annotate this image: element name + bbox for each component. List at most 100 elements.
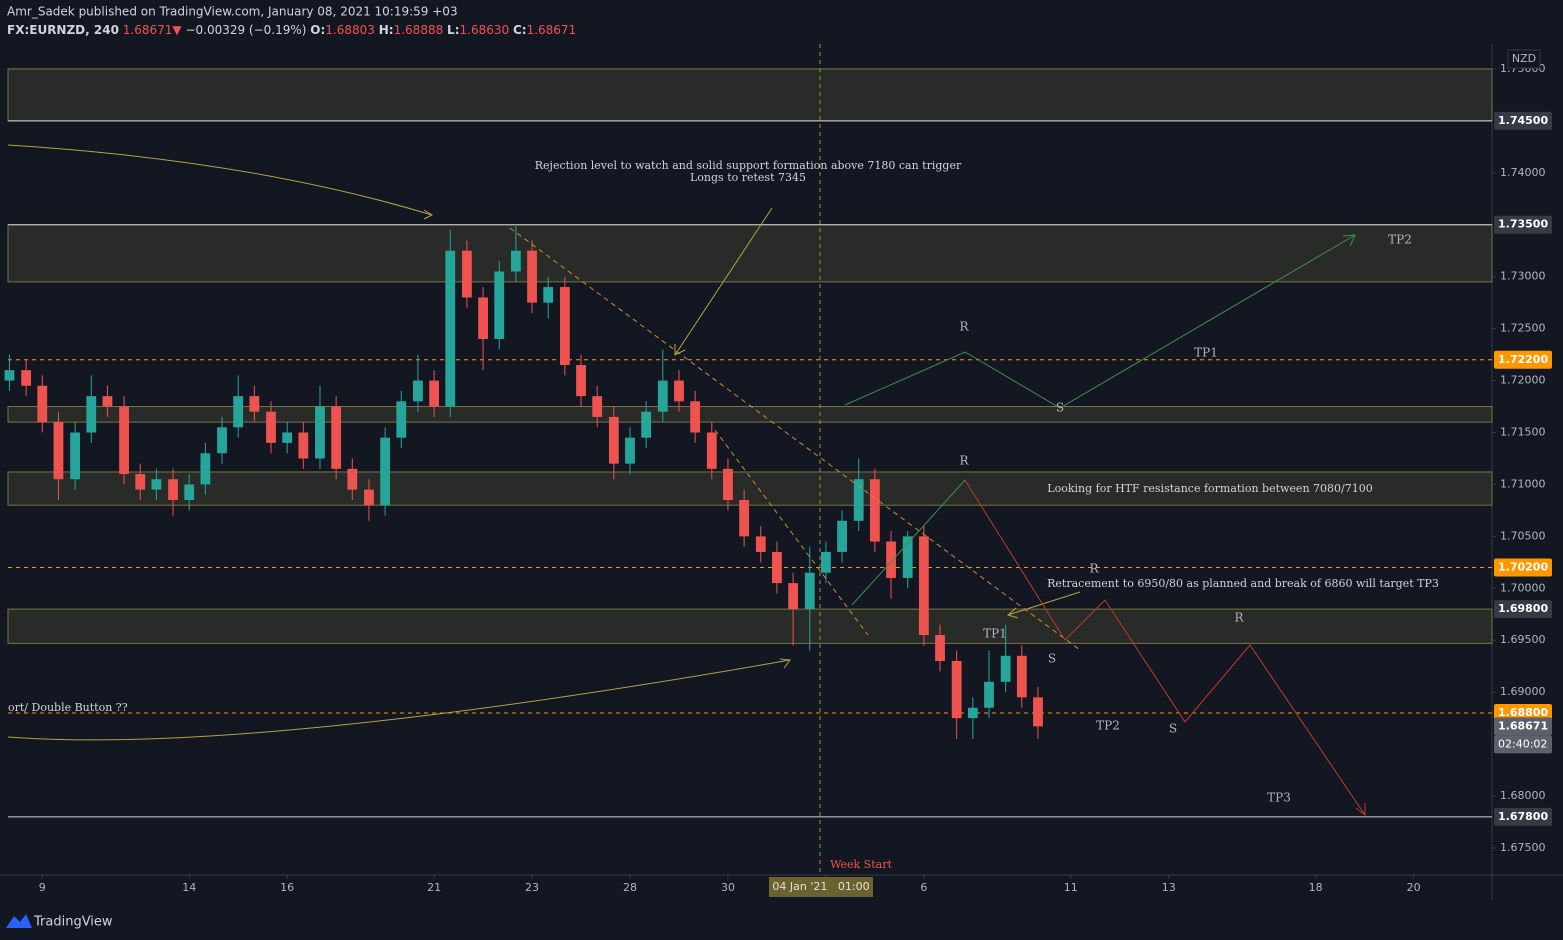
candle-body xyxy=(151,479,162,490)
candle-body xyxy=(543,287,554,303)
zone xyxy=(7,608,1493,644)
annotation: R xyxy=(959,454,969,468)
annotation: TP1 xyxy=(1194,346,1218,360)
curve-arrow xyxy=(7,659,791,741)
x-tick-label: 9 xyxy=(39,881,46,894)
currency: NZD xyxy=(1512,52,1536,65)
candle-body xyxy=(249,396,260,412)
arrow-head xyxy=(779,658,791,669)
y-tick-label: 1.69500 xyxy=(1500,633,1546,646)
candle-body xyxy=(837,520,847,552)
countdown: 02:40:02 xyxy=(1498,737,1547,750)
symbol-line: FX:EURNZD, 240 1.68671▼ −0.00329 (−0.19%… xyxy=(7,23,576,37)
candle-body xyxy=(4,370,15,381)
price-label: 1.72200 xyxy=(1498,353,1548,366)
o: 1.68803 xyxy=(325,23,375,37)
y-tick-label: 1.72500 xyxy=(1500,322,1546,335)
trendline xyxy=(509,227,1081,651)
candle-body xyxy=(657,380,668,412)
candle-body xyxy=(364,489,374,506)
y-tick-label: 1.71000 xyxy=(1500,477,1546,490)
zone xyxy=(7,471,1493,506)
candle-body xyxy=(886,541,896,578)
l-label: L: xyxy=(447,23,459,37)
candle-body xyxy=(576,364,586,397)
candle-body xyxy=(413,380,423,402)
price-label: 1.74500 xyxy=(1498,114,1548,127)
price-label-box xyxy=(1494,111,1552,130)
candle-body xyxy=(315,406,325,459)
candle-body xyxy=(510,250,521,272)
arrow xyxy=(674,207,773,356)
annotations: Rejection level to watch and solid suppo… xyxy=(8,159,1439,871)
price: 1.68671 xyxy=(123,23,173,37)
arrow xyxy=(1006,591,1081,619)
price-label: 1.70200 xyxy=(1498,561,1548,574)
price-label: 1.68671 xyxy=(1498,719,1548,732)
candle-body xyxy=(1033,697,1043,727)
x-tick-label: 30 xyxy=(721,881,735,894)
candle-body xyxy=(200,453,211,485)
x-tick-label: 11 xyxy=(1064,881,1078,894)
candle-body xyxy=(53,422,64,480)
annotation: Looking for HTF resistance formation bet… xyxy=(1047,482,1372,495)
y-tick-label: 1.70500 xyxy=(1500,529,1546,542)
candles xyxy=(4,224,1043,739)
candle-body xyxy=(641,411,652,438)
x-tick-label: 16 xyxy=(280,881,294,894)
annotation: S xyxy=(1048,652,1056,666)
candle-body xyxy=(478,297,488,340)
annotation: R xyxy=(959,320,969,334)
arrow-head xyxy=(423,209,434,220)
price-label: 1.73500 xyxy=(1498,218,1548,231)
trendline xyxy=(714,429,869,636)
y-tick-label: 1.72000 xyxy=(1500,374,1546,387)
candle-body xyxy=(347,468,358,490)
y-tick-label: 1.71500 xyxy=(1500,425,1546,438)
candle-body xyxy=(772,551,782,584)
price-label-box xyxy=(1494,215,1552,234)
zones xyxy=(7,68,1493,644)
x-tick-label: 23 xyxy=(525,881,539,894)
l: 1.68630 xyxy=(460,23,510,37)
y-tick-label: 1.73000 xyxy=(1500,270,1546,283)
candle-body xyxy=(135,474,146,490)
candle-body xyxy=(298,432,309,459)
logo xyxy=(6,914,32,928)
zone xyxy=(7,406,1493,423)
zone xyxy=(7,224,1493,283)
annotation: Rejection level to watch and solid suppo… xyxy=(535,159,962,172)
drawings xyxy=(7,44,1366,875)
annotation: Week Start xyxy=(830,858,892,871)
candle-body xyxy=(21,370,32,386)
arrow: ▼ xyxy=(172,23,182,37)
x-tick-label: 14 xyxy=(182,881,196,894)
annotation: TP1 xyxy=(983,627,1007,641)
change: −0.00329 (−0.19%) xyxy=(185,23,306,37)
annotation: TP2 xyxy=(1388,233,1412,247)
candle-body xyxy=(445,250,456,407)
curve-arrow xyxy=(7,144,433,216)
c: 1.68671 xyxy=(527,23,577,37)
candle-body xyxy=(723,468,733,501)
candle-body xyxy=(527,250,537,303)
candle-body xyxy=(918,536,929,636)
currency-box xyxy=(1507,49,1541,69)
crosshair-label: 04 Jan '21 01:00 xyxy=(772,880,869,893)
crosshair-box xyxy=(769,877,873,897)
candle-body xyxy=(331,406,342,469)
x-tick-label: 6 xyxy=(920,881,927,894)
countdown-box xyxy=(1494,735,1552,754)
price-label-box xyxy=(1494,717,1552,736)
candle-body xyxy=(608,416,619,464)
candle-body xyxy=(951,661,962,719)
candle-body xyxy=(869,479,880,542)
y-tick-label: 1.74000 xyxy=(1500,166,1546,179)
annotation: Longs to retest 7345 xyxy=(690,171,806,184)
candle-body xyxy=(1016,655,1027,698)
candle-body xyxy=(217,427,227,454)
x-tick-label: 13 xyxy=(1162,881,1176,894)
candle-body xyxy=(853,479,864,521)
